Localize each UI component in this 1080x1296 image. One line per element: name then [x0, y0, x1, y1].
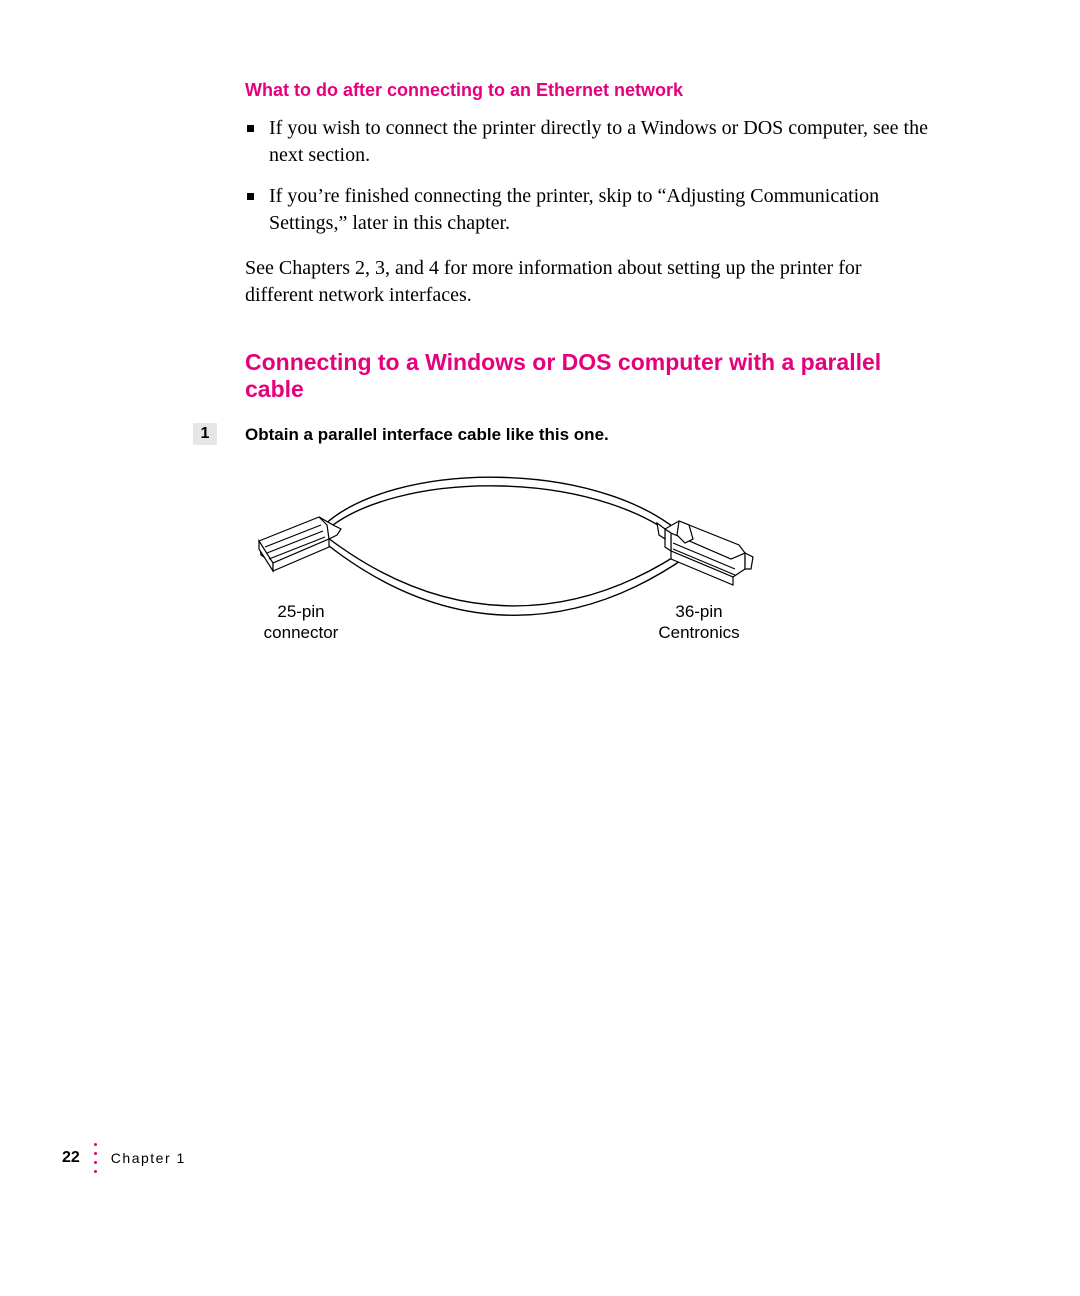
body-paragraph: See Chapters 2, 3, and 4 for more inform… [245, 255, 930, 309]
label-left-line2: connector [264, 623, 339, 642]
subheading-ethernet: What to do after connecting to an Ethern… [245, 80, 930, 101]
chapter-label: Chapter 1 [111, 1150, 186, 1166]
diagram-label-right: 36-pin Centronics [639, 601, 759, 644]
step-text: Obtain a parallel interface cable like t… [245, 425, 930, 445]
step-row: 1 Obtain a parallel interface cable like… [245, 425, 930, 445]
page-content: What to do after connecting to an Ethern… [245, 80, 930, 663]
bullet-item: If you’re finished connecting the printe… [269, 183, 930, 237]
section-heading-parallel: Connecting to a Windows or DOS computer … [245, 349, 930, 403]
label-left-line1: 25-pin [277, 602, 324, 621]
label-right-line1: 36-pin [675, 602, 722, 621]
bullet-item: If you wish to connect the printer direc… [269, 115, 930, 169]
page-number: 22 [62, 1149, 80, 1167]
footer-dots [94, 1140, 97, 1176]
page-footer: 22 Chapter 1 [62, 1140, 186, 1176]
label-right-line2: Centronics [658, 623, 739, 642]
step-number: 1 [193, 423, 217, 445]
cable-diagram: 25-pin connector 36-pin Centronics [241, 473, 781, 663]
bullet-list: If you wish to connect the printer direc… [245, 115, 930, 237]
diagram-label-left: 25-pin connector [241, 601, 361, 644]
